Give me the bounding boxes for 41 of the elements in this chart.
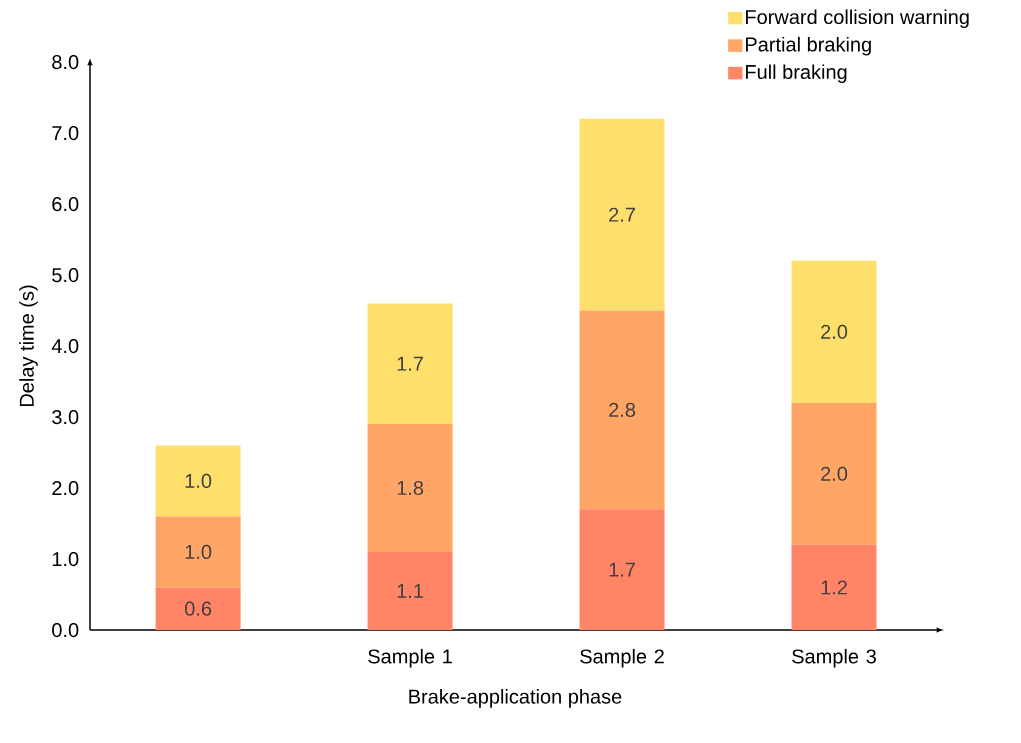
x-axis-title: Brake-application phase (409, 689, 622, 708)
data-label: 1.2 (821, 580, 847, 595)
data-label: 1.0 (185, 544, 212, 559)
data-label: 2.7 (609, 207, 635, 222)
y-tick-label: 5.0 (52, 268, 79, 283)
data-label: 1.8 (397, 480, 424, 496)
bar (367, 424, 453, 552)
x-tick-label: Sample 1 (368, 648, 452, 668)
bar (579, 509, 665, 630)
x-tick-label: Sample 3 (792, 648, 876, 668)
y-tick-label: 1.0 (52, 552, 79, 567)
data-label: 1.1 (397, 584, 424, 598)
y-tick-label: 2.0 (52, 481, 79, 496)
y-tick-label: 0.0 (52, 623, 79, 638)
legend-label: Partial braking (746, 36, 871, 56)
bar (791, 260, 877, 403)
data-label: 2.8 (609, 402, 636, 417)
bar (791, 402, 877, 545)
data-label: 1.0 (185, 473, 212, 488)
bar (579, 118, 665, 311)
data-label: 1.7 (397, 356, 423, 371)
bar (367, 303, 453, 425)
y-tick-label: 3.0 (52, 410, 79, 425)
data-label: 1.7 (609, 562, 635, 577)
y-axis-title: Delay time (s) (19, 285, 38, 407)
bar (579, 310, 665, 510)
legend-label: Full braking (746, 64, 847, 84)
data-label: 2.0 (821, 466, 848, 481)
bar (155, 445, 241, 517)
data-label: 2.0 (821, 324, 848, 339)
bar (155, 516, 241, 588)
bar (791, 544, 877, 630)
y-tick-label: 6.0 (52, 197, 79, 212)
y-tick-label: 7.0 (52, 126, 79, 141)
data-label: 0.6 (184, 601, 212, 616)
bar (367, 551, 453, 630)
y-tick-label: 4.0 (51, 339, 79, 354)
legend-label: Forward collision warning (746, 9, 969, 29)
bar (155, 587, 241, 630)
x-tick-label: Sample 2 (580, 648, 664, 668)
y-tick-label: 8.0 (52, 55, 79, 70)
